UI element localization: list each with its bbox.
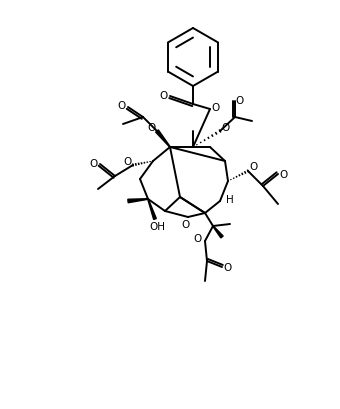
Text: O: O — [90, 159, 98, 169]
Text: OH: OH — [149, 221, 165, 231]
Text: O: O — [279, 170, 287, 180]
Text: O: O — [194, 234, 202, 243]
Text: O: O — [118, 101, 126, 111]
Text: H: H — [226, 195, 234, 204]
Text: O: O — [223, 262, 231, 272]
Text: O: O — [221, 123, 229, 133]
Text: O: O — [160, 91, 168, 101]
Polygon shape — [213, 226, 223, 238]
Text: O: O — [148, 123, 156, 133]
Text: O: O — [249, 162, 257, 172]
Polygon shape — [156, 130, 170, 148]
Text: O: O — [212, 103, 220, 113]
Polygon shape — [128, 199, 148, 203]
Polygon shape — [148, 200, 156, 220]
Text: O: O — [181, 220, 189, 229]
Text: O: O — [123, 157, 131, 166]
Text: O: O — [236, 96, 244, 106]
